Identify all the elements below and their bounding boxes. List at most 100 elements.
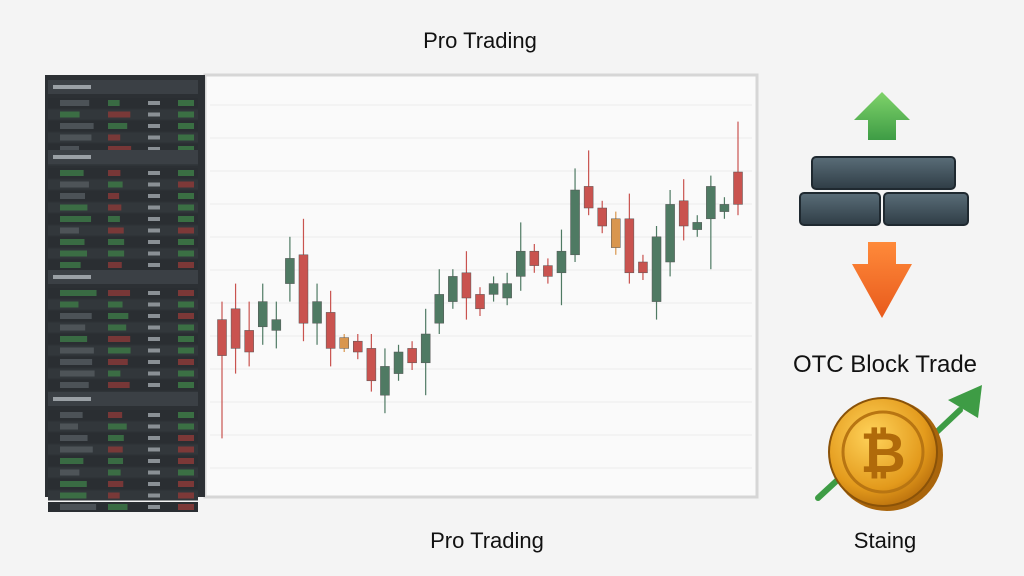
book-cell — [178, 423, 194, 430]
book-row — [48, 260, 198, 270]
book-header — [48, 392, 198, 406]
book-cell — [108, 412, 123, 418]
chart-grid — [210, 104, 752, 469]
book-cell — [60, 193, 86, 199]
down-arrow-icon — [852, 242, 912, 318]
book-cell — [108, 481, 124, 487]
book-cell — [178, 359, 194, 365]
book-row — [48, 98, 198, 108]
book-cell — [178, 123, 194, 129]
candle-body — [665, 204, 675, 263]
book-cell — [108, 423, 127, 430]
book-cell — [178, 146, 194, 152]
book-cell — [60, 262, 81, 268]
candle-body — [556, 250, 567, 274]
book-cell — [148, 101, 160, 105]
book-cell — [60, 382, 89, 388]
candle-body — [244, 330, 254, 353]
candle-body — [515, 250, 526, 277]
book-cell — [178, 250, 194, 257]
book-cell — [108, 469, 121, 476]
book-cell — [178, 382, 194, 388]
book-cell — [108, 262, 122, 268]
candle-body — [380, 366, 390, 396]
book-cell — [60, 336, 88, 342]
book-row — [48, 214, 198, 224]
order-book — [48, 80, 198, 512]
book-cell — [148, 424, 160, 429]
book-cell — [178, 492, 194, 499]
book-cell — [148, 135, 160, 140]
candle-body — [325, 312, 336, 349]
book-cell — [60, 227, 79, 234]
coin-symbol: ₿ — [860, 421, 906, 484]
book-cell — [60, 370, 95, 377]
book-cell — [148, 470, 160, 475]
book-cell — [148, 171, 160, 175]
book-cell — [178, 290, 194, 296]
book-cell — [178, 262, 194, 268]
candle-body — [257, 301, 268, 328]
candle-body — [543, 265, 553, 277]
book-cell — [148, 413, 160, 417]
candle-body — [298, 254, 309, 324]
book-row — [48, 410, 198, 420]
book-cell — [148, 228, 160, 233]
candle-body — [678, 200, 689, 227]
otc-label: OTC Block Trade — [793, 351, 977, 378]
book-cell — [178, 446, 194, 453]
book-cell — [60, 123, 94, 129]
book-cell — [108, 458, 124, 464]
book-cell — [108, 504, 128, 510]
book-row — [48, 179, 198, 190]
book-cell — [178, 216, 194, 222]
book-cell — [178, 504, 194, 510]
book-cell — [108, 250, 125, 257]
book-cell — [60, 446, 93, 453]
book-cell — [148, 240, 160, 244]
book-cell — [108, 313, 129, 319]
book-cell — [60, 290, 97, 296]
candle-body — [312, 301, 322, 324]
book-cell — [108, 301, 123, 308]
book-row — [48, 368, 198, 379]
book-cell — [60, 170, 84, 176]
book-cell — [178, 347, 194, 354]
chart-caption: Pro Trading — [430, 528, 544, 553]
book-cell — [148, 493, 160, 498]
book-row — [48, 444, 198, 455]
candle-body — [393, 351, 404, 374]
book-cell — [148, 217, 160, 221]
candle-body — [285, 258, 295, 284]
book-cell — [60, 313, 92, 319]
book-header-text — [53, 275, 91, 279]
candle-body — [488, 283, 499, 295]
book-cell — [148, 147, 160, 151]
book-cell — [148, 112, 160, 117]
book-cell — [108, 111, 131, 118]
book-cell — [148, 482, 160, 486]
candle-body — [475, 294, 485, 310]
book-cell — [60, 492, 87, 499]
book-row — [48, 299, 198, 310]
book-cell — [108, 382, 130, 388]
book-cell — [178, 134, 194, 141]
book-cell — [148, 383, 160, 387]
book-cell — [178, 412, 194, 418]
book-cell — [60, 239, 85, 245]
book-cell — [148, 205, 160, 210]
book-cell — [178, 181, 194, 188]
book-header — [48, 150, 198, 164]
book-cell — [60, 301, 79, 308]
book-cell — [148, 360, 160, 364]
book-cell — [178, 458, 194, 464]
book-cell — [148, 436, 160, 440]
book-cell — [148, 348, 160, 353]
block-icon — [799, 156, 969, 226]
book-cell — [60, 359, 93, 365]
book-header — [48, 80, 198, 94]
candle-body — [733, 171, 743, 205]
candle-body — [570, 189, 580, 256]
candle-body — [719, 204, 730, 212]
book-row — [48, 168, 198, 178]
